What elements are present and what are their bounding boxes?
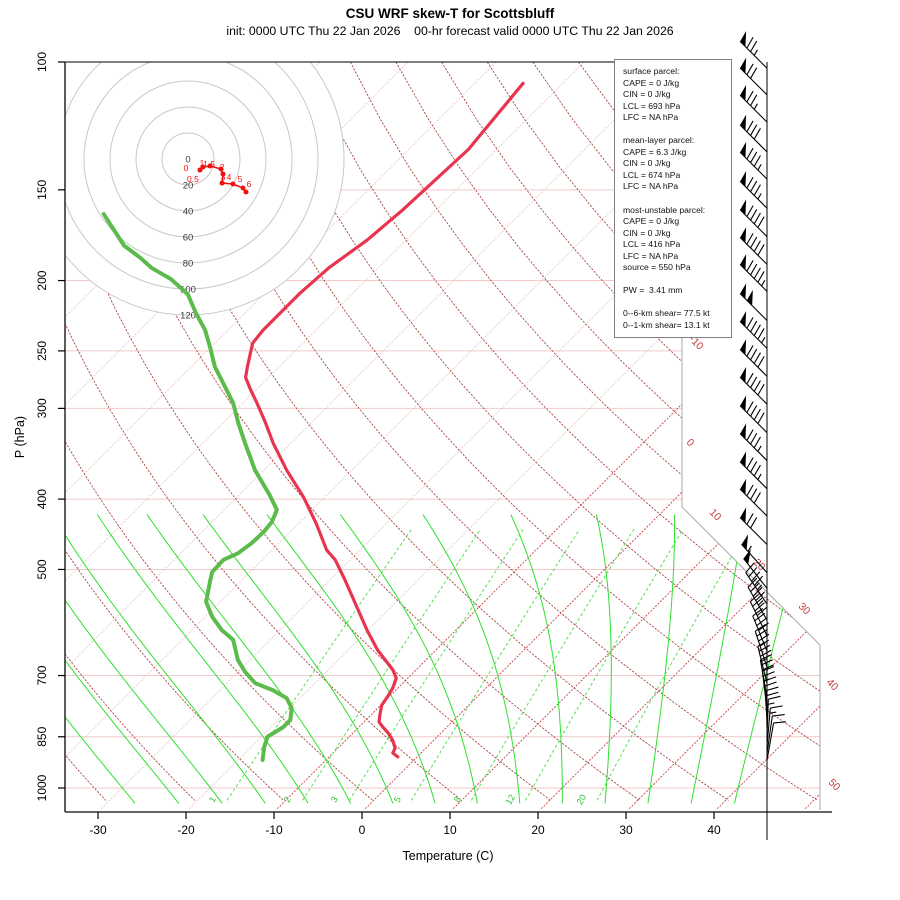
svg-text:500: 500: [35, 559, 49, 579]
svg-text:250: 250: [35, 341, 49, 361]
parcel-info-line: [623, 193, 729, 205]
svg-text:10: 10: [707, 507, 724, 524]
svg-text:5: 5: [392, 795, 403, 804]
svg-text:1: 1: [200, 158, 205, 168]
svg-text:850: 850: [35, 726, 49, 746]
svg-text:20: 20: [183, 181, 194, 192]
svg-text:-30: -30: [89, 823, 107, 837]
svg-text:40: 40: [824, 677, 841, 694]
svg-text:0.5: 0.5: [187, 174, 199, 184]
parcel-info-line: CAPE = 0 J/kg: [623, 216, 680, 227]
page-title: CSU WRF skew-T for Scottsbluff: [345, 6, 555, 21]
svg-text:150: 150: [35, 180, 49, 200]
parcel-info-line: surface parcel:: [623, 66, 680, 76]
svg-text:-10: -10: [265, 823, 283, 837]
parcel-info-line: LFC = NA hPa: [623, 112, 679, 123]
parcel-info-line: PW = 3.41 mm: [623, 285, 683, 296]
parcel-info-line: LCL = 674 hPa: [623, 169, 681, 180]
svg-text:20: 20: [575, 793, 589, 807]
svg-text:2: 2: [220, 162, 225, 172]
temperature-curve: [244, 81, 525, 759]
moist-adiabats: [65, 514, 807, 804]
svg-text:30: 30: [619, 823, 633, 837]
parcel-info-line: CIN = 0 J/kg: [623, 227, 671, 238]
dewpoint-curve: [101, 212, 294, 762]
svg-text:0: 0: [184, 163, 189, 173]
svg-text:6: 6: [247, 179, 252, 189]
svg-text:-20: -20: [177, 823, 195, 837]
svg-text:700: 700: [35, 665, 49, 685]
svg-text:300: 300: [35, 398, 49, 418]
parcel-info-line: LCL = 693 hPa: [623, 100, 681, 111]
hodograph-trace: 00.511.5 23 4 56: [184, 158, 252, 195]
parcel-info-line: [623, 124, 729, 136]
plot-boundary: [64, 61, 832, 813]
mixing-ratio-lines: [226, 528, 748, 801]
parcel-info-line: CIN = 0 J/kg: [623, 158, 671, 169]
svg-text:0: 0: [359, 823, 366, 837]
svg-text:60: 60: [183, 233, 194, 244]
parcel-info-line: 0--6-km shear= 77.5 kt: [623, 308, 710, 319]
svg-text:100: 100: [180, 285, 196, 296]
svg-text:3: 3: [329, 795, 340, 804]
parcel-info-line: 0--1-km shear= 13.1 kt: [623, 320, 710, 331]
svg-text:Temperature (C): Temperature (C): [403, 849, 494, 863]
svg-text:1000: 1000: [35, 774, 49, 801]
parcel-info-line: LFC = NA hPa: [623, 181, 679, 192]
svg-text:12: 12: [504, 793, 518, 807]
svg-text:20: 20: [531, 823, 545, 837]
svg-text:10: 10: [443, 823, 457, 837]
parcel-info-line: mean-layer parcel:: [623, 135, 695, 146]
parcel-info-line: [623, 274, 729, 286]
parcel-info-line: LFC = NA hPa: [623, 250, 679, 261]
svg-text:200: 200: [35, 270, 49, 290]
svg-text:1.5: 1.5: [203, 159, 215, 169]
svg-text:120: 120: [180, 311, 196, 322]
svg-text:100: 100: [35, 52, 49, 72]
parcel-info-line: CAPE = 6.3 J/kg: [623, 146, 687, 157]
svg-text:40: 40: [183, 207, 194, 218]
parcel-info-line: LCL = 416 hPa: [623, 239, 681, 250]
svg-text:P (hPa): P (hPa): [13, 416, 27, 458]
svg-text:2: 2: [282, 795, 293, 804]
svg-text:40: 40: [707, 823, 721, 837]
svg-text:5: 5: [238, 174, 243, 184]
svg-text:0: 0: [185, 155, 190, 166]
svg-text:8: 8: [452, 795, 463, 804]
svg-text:3: 3: [221, 172, 226, 182]
svg-text:0: 0: [684, 437, 697, 450]
parcel-info-line: CIN = 0 J/kg: [623, 89, 671, 100]
svg-text:1: 1: [207, 795, 218, 804]
chart-subtitle: init: 0000 UTC Thu 22 Jan 2026 00-hr for…: [226, 24, 674, 38]
svg-text:30: 30: [796, 601, 813, 618]
parcel-info-line: CAPE = 0 J/kg: [623, 77, 680, 88]
svg-text:80: 80: [183, 259, 194, 270]
wind-barb-column: [739, 30, 787, 840]
svg-text:400: 400: [35, 489, 49, 509]
mixing-ratio-labels: 1 2 3 5 8 12 20: [207, 793, 588, 807]
parcel-info-line: [623, 297, 729, 309]
parcel-info-box: surface parcel: CAPE = 0 J/kg CIN = 0 J/kg…: [614, 59, 732, 338]
parcel-info-line: most-unstable parcel:: [623, 204, 706, 215]
svg-text:4: 4: [227, 172, 232, 182]
parcel-info-line: source = 550 hPa: [623, 262, 691, 273]
svg-text:50: 50: [826, 777, 843, 794]
